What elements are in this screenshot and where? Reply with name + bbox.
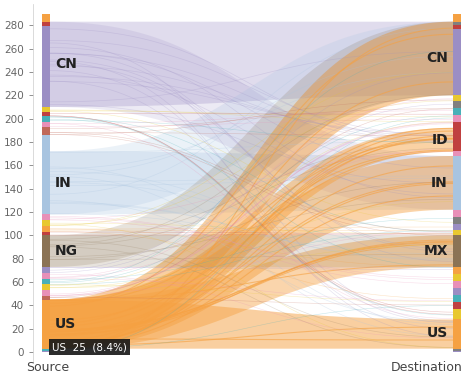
Bar (42, 273, 50, 279)
Polygon shape (50, 235, 453, 349)
Bar (42, 232, 50, 235)
Bar (42, 349, 50, 351)
Bar (453, 14, 461, 22)
Text: CN: CN (55, 57, 77, 71)
Bar (453, 210, 461, 217)
Bar (42, 215, 50, 220)
Bar (453, 22, 461, 25)
Bar (453, 250, 461, 267)
Bar (453, 349, 461, 351)
Bar (453, 267, 461, 274)
Bar (453, 295, 461, 302)
Bar (453, 151, 461, 156)
Bar (453, 101, 461, 108)
Polygon shape (50, 22, 453, 215)
Text: IN: IN (55, 176, 72, 190)
Polygon shape (50, 151, 453, 215)
Text: CN: CN (426, 51, 448, 65)
Bar (42, 122, 50, 127)
Bar (42, 116, 50, 122)
Polygon shape (50, 22, 453, 107)
Bar (453, 319, 461, 349)
Text: US: US (427, 326, 448, 340)
Bar (42, 267, 50, 273)
Bar (453, 288, 461, 295)
Bar (453, 108, 461, 115)
Bar (453, 309, 461, 319)
Text: US  25  (8.4%): US 25 (8.4%) (52, 342, 127, 352)
Bar (42, 220, 50, 226)
Bar (42, 300, 50, 349)
Polygon shape (50, 235, 453, 267)
Bar (42, 22, 50, 26)
Text: Source: Source (26, 361, 69, 374)
Bar (42, 235, 50, 250)
Bar (42, 14, 50, 22)
Bar (42, 112, 50, 116)
Bar (453, 29, 461, 95)
Bar (42, 151, 50, 215)
Bar (453, 128, 461, 151)
Bar (453, 235, 461, 250)
Bar (42, 290, 50, 296)
Text: NG: NG (55, 244, 78, 257)
Bar (453, 156, 461, 210)
Text: MX: MX (423, 244, 448, 257)
Polygon shape (50, 22, 453, 210)
Bar (42, 279, 50, 284)
Bar (42, 127, 50, 135)
Bar (42, 26, 50, 107)
Bar (453, 302, 461, 309)
Bar (453, 95, 461, 101)
Text: Destination: Destination (391, 361, 463, 374)
Polygon shape (50, 22, 453, 349)
Bar (42, 351, 50, 352)
Bar (453, 25, 461, 29)
Bar (42, 296, 50, 300)
Text: ID: ID (431, 133, 448, 147)
Bar (453, 217, 461, 224)
Bar (453, 281, 461, 288)
Text: US: US (55, 317, 76, 331)
Polygon shape (50, 300, 453, 349)
Bar (453, 122, 461, 128)
Polygon shape (50, 128, 453, 349)
Text: IN: IN (431, 176, 448, 190)
Bar (453, 351, 461, 352)
Bar (453, 274, 461, 281)
Bar (453, 115, 461, 122)
Polygon shape (50, 156, 453, 349)
Bar (42, 226, 50, 232)
Bar (42, 250, 50, 267)
Bar (42, 284, 50, 290)
Bar (42, 107, 50, 112)
Bar (453, 224, 461, 230)
Bar (453, 230, 461, 235)
Bar (42, 135, 50, 151)
Polygon shape (50, 22, 453, 267)
